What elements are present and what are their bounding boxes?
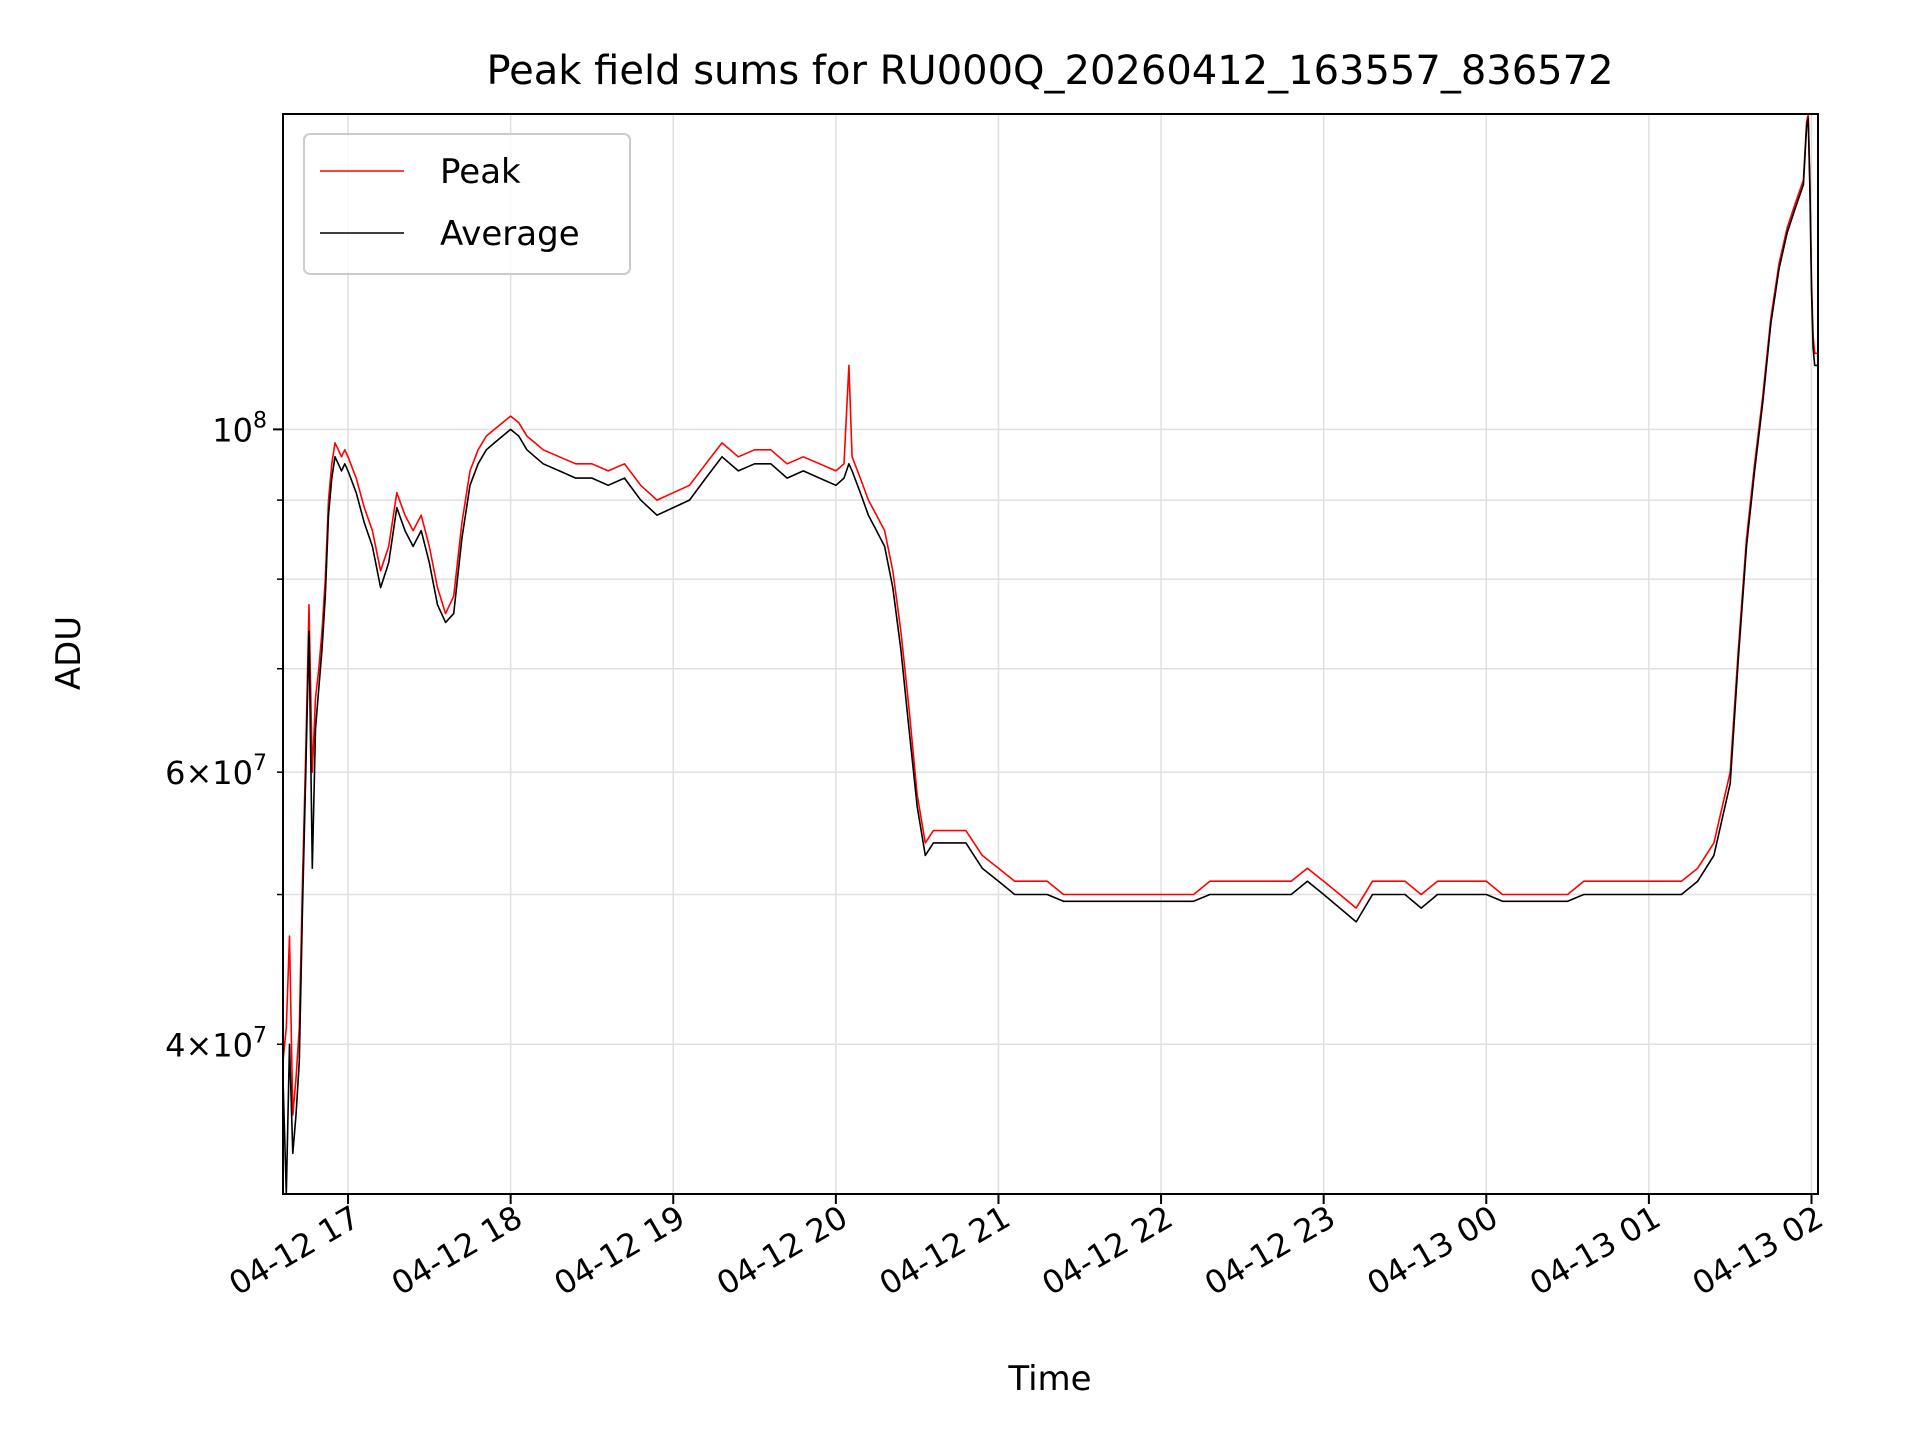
legend-label-peak: Peak [440, 152, 521, 192]
y-axis-ticks: 108 4×107 6×107 [165, 408, 283, 1064]
grid-lines [283, 114, 1818, 1194]
legend-box [303, 133, 631, 275]
y-tick-label: 108 [212, 408, 267, 449]
x-axis-label: Time [1007, 1359, 1091, 1399]
legend: Peak Average [303, 133, 631, 275]
y-axis-label: ADU [49, 616, 89, 690]
series-lines [282, 113, 1818, 1195]
chart-title: Peak field sums for RU000Q_20260412_1635… [486, 48, 1613, 94]
series-line-average [282, 117, 1818, 1195]
series-line-peak [282, 113, 1818, 1116]
plot-area-frame [282, 113, 1819, 1195]
y-tick-label: 6×107 [165, 751, 267, 792]
legend-label-average: Average [440, 214, 580, 254]
y-tick-label: 4×107 [165, 1023, 267, 1064]
